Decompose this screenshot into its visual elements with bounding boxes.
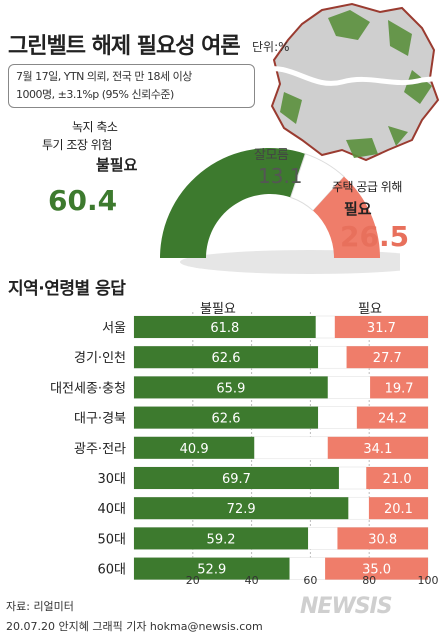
- semi-donut-chart: [160, 148, 400, 274]
- value-label-unnecessary: 62.6: [212, 412, 241, 427]
- category-label: 광주·전라: [74, 442, 126, 457]
- bar-unnecessary: [134, 436, 255, 459]
- unnecessary-reason-2: 투기 조장 위험: [42, 138, 112, 152]
- category-label: 40대: [97, 502, 126, 517]
- value-label-necessary: 20.1: [384, 502, 413, 517]
- bar-unnecessary: [134, 346, 319, 369]
- bar-unnecessary: [134, 527, 309, 550]
- bar-necessary: [368, 497, 428, 520]
- donut-slice-2: [313, 176, 380, 258]
- category-label: 대구·경북: [74, 412, 126, 427]
- seoul-map-icon: [262, 2, 442, 162]
- donut-slice-0: [160, 148, 306, 258]
- value-label-necessary: 27.7: [373, 351, 402, 366]
- value-label-necessary: 21.0: [383, 472, 412, 487]
- bar-unnecessary: [134, 406, 319, 429]
- source-text: 자료: 리얼미터: [6, 600, 74, 613]
- legend-right: 필요: [358, 302, 382, 317]
- bar-necessary: [356, 406, 428, 429]
- info-line-1: 7월 17일, YTN 의뢰, 전국 만 18세 이상: [16, 70, 192, 83]
- value-label-necessary: 30.8: [368, 532, 397, 547]
- section-title: 지역·연령별 응답: [8, 279, 126, 299]
- category-label: 대전세종·충청: [50, 381, 126, 396]
- category-label: 경기·인천: [74, 351, 126, 366]
- dontknow-value: 13.1: [258, 164, 303, 188]
- value-label-necessary: 35.0: [362, 563, 391, 578]
- category-label: 서울: [102, 321, 126, 336]
- bar-necessary: [325, 557, 428, 580]
- unnecessary-label: 불필요: [96, 156, 138, 174]
- necessary-reason: 주택 공급 위해: [332, 180, 402, 194]
- value-label-unnecessary: 62.6: [212, 351, 241, 366]
- newsis-logo: NEWSIS: [300, 594, 393, 619]
- bar-unnecessary: [134, 497, 349, 520]
- x-tick-label: 20: [186, 574, 200, 587]
- value-label-unnecessary: 65.9: [216, 381, 245, 396]
- value-label-unnecessary: 40.9: [180, 442, 209, 457]
- necessary-value: 26.5: [340, 220, 410, 253]
- unnecessary-reason-1: 녹지 축소: [72, 120, 118, 134]
- bar-necessary: [346, 346, 428, 369]
- value-label-unnecessary: 69.7: [222, 472, 251, 487]
- unit-label: 단위:%: [252, 40, 290, 54]
- x-tick-label: 80: [362, 574, 376, 587]
- bar-necessary: [370, 376, 428, 399]
- bar-unnecessary: [134, 376, 328, 399]
- value-label-necessary: 24.2: [378, 412, 407, 427]
- category-label: 30대: [97, 472, 126, 487]
- x-tick-label: 60: [303, 574, 317, 587]
- unnecessary-value: 60.4: [48, 184, 118, 217]
- dontknow-label: 잘모름: [254, 148, 289, 163]
- necessary-label: 필요: [344, 200, 372, 218]
- bar-necessary: [337, 527, 428, 550]
- legend-left: 불필요: [200, 302, 236, 317]
- credit-text: 20.07.20 안지혜 그래픽 기자 hokma@newsis.com: [6, 620, 263, 633]
- bar-unnecessary: [134, 557, 290, 580]
- value-label-unnecessary: 52.9: [197, 563, 226, 578]
- bar-necessary: [366, 467, 428, 489]
- info-line-2: 1000명, ±3.1%p (95% 신뢰수준): [16, 88, 174, 101]
- bar-necessary: [334, 316, 428, 338]
- bar-unnecessary: [134, 316, 316, 338]
- value-label-unnecessary: 61.8: [210, 321, 239, 336]
- stacked-bar-chart: 서울 61.8 31.7 경기·인천 62.6 27.7 대전세종·충청 65.9 19.7 대구…: [50, 312, 439, 587]
- value-label-necessary: 34.1: [363, 442, 392, 457]
- x-tick-label: 40: [245, 574, 259, 587]
- info-box: [8, 64, 255, 108]
- value-label-necessary: 31.7: [367, 321, 396, 336]
- category-label: 50대: [97, 532, 126, 547]
- bar-necessary: [327, 436, 428, 459]
- page-title: 그린벨트 해제 필요성 여론: [8, 34, 241, 59]
- category-label: 60대: [97, 563, 126, 578]
- value-label-unnecessary: 59.2: [207, 532, 236, 547]
- donut-slice-1: [289, 153, 345, 212]
- value-label-unnecessary: 72.9: [227, 502, 256, 517]
- bar-unnecessary: [134, 467, 339, 489]
- x-tick-label: 100: [418, 574, 439, 587]
- value-label-necessary: 19.7: [385, 381, 414, 396]
